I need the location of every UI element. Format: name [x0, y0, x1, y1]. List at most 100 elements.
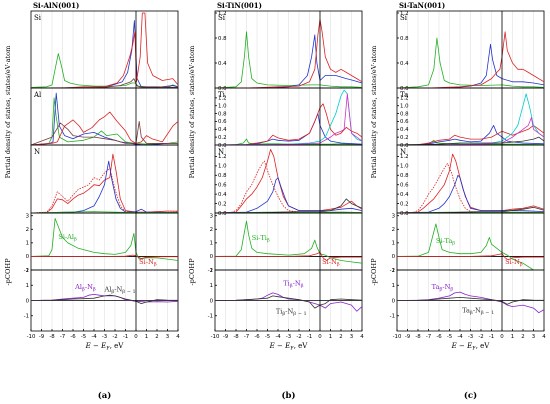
x-tick-label: -2 — [296, 334, 301, 340]
chart-c: Si-TaN(001)0.00.40.81.2Si0.00.20.40.60.8… — [370, 1, 546, 401]
annotation-text: Si-N — [505, 258, 520, 266]
annotation-sub: β — [337, 261, 340, 267]
chart-b: Si-TiN(001)0.00.40.81.2Si0.00.20.40.60.8… — [188, 1, 364, 401]
dos-series-line — [396, 163, 545, 214]
cohp-y-axis-label: -pCOHP — [188, 258, 196, 286]
cohp-series-line — [214, 220, 363, 264]
annotation-sub: β — [520, 261, 523, 267]
x-tick-label: 1 — [145, 334, 148, 340]
cohp-series-line — [396, 297, 545, 305]
x-tick-label: -10 — [211, 334, 220, 340]
y-tick-label: -1 — [390, 314, 395, 320]
x-tick-label: -7 — [426, 334, 431, 340]
annotation-sub: β — [74, 236, 77, 242]
y-tick-label: 0.0 — [218, 143, 227, 149]
x-tick-label: 1 — [511, 334, 514, 340]
y-tick-label: 0.4 — [400, 192, 409, 198]
y-tick-label: 0.4 — [400, 127, 409, 133]
y-tick-label: 1.0 — [218, 164, 227, 170]
x-label-main: E − E — [451, 342, 473, 350]
x-tick-label: -3 — [102, 334, 107, 340]
x-axis-label: E − EF, eV — [269, 342, 309, 352]
element-label: Si — [34, 14, 42, 22]
element-label: Al — [33, 91, 42, 99]
bond-annotation: Tiβ-Nβ − 1 — [276, 307, 307, 317]
annotation-tail: -N — [442, 283, 450, 291]
y-tick-label: 0.6 — [400, 183, 409, 189]
y-tick-label: 0.6 — [218, 119, 227, 125]
x-axis-label: E − EF, eV — [451, 342, 491, 352]
y-tick-label: -1 — [208, 314, 213, 320]
x-tick-label: 0 — [500, 334, 504, 340]
x-tick-label: -9 — [405, 334, 411, 340]
bond-annotation: Si-Tiβ — [252, 234, 270, 244]
element-label: Si — [400, 14, 408, 22]
y-tick-label: -1 — [24, 268, 29, 274]
dos-series-line — [30, 153, 178, 214]
x-tick-label: 4 — [542, 334, 546, 340]
annotation-tail: -N — [114, 285, 122, 293]
y-tick-label: 1 — [392, 283, 395, 289]
y-tick-label: 1 — [210, 241, 213, 247]
dos-subplot-si: 0.0 0.4 0.8 1.2Si — [396, 10, 545, 92]
x-tick-label: -1 — [123, 334, 128, 340]
x-tick-label: 1 — [329, 334, 332, 340]
annotation-text: Ta — [462, 307, 470, 315]
y-tick-label: 2 — [210, 268, 213, 274]
dos-series-line — [214, 138, 363, 146]
x-tick-label: -6 — [254, 334, 260, 340]
y-tick-label: 0 — [392, 298, 396, 304]
y-tick-label: 0.0 — [400, 143, 409, 149]
dos-subplot-n: N — [30, 144, 179, 214]
annotation-tail-sub: β − 1 — [293, 311, 306, 317]
annotation-tail-sub: β — [450, 287, 453, 293]
y-tick-label: 0.8 — [400, 36, 409, 42]
x-tick-label: -7 — [244, 334, 249, 340]
y-tick-label: 0.2 — [400, 135, 409, 141]
bond-annotation: Taβ-Nβ — [432, 283, 454, 293]
bond-annotation: Si-Nβ — [505, 258, 523, 268]
x-tick-label: -10 — [27, 334, 36, 340]
x-tick-label: 2 — [521, 334, 524, 340]
x-tick-label: 3 — [532, 334, 535, 340]
y-tick-label: 0.8 — [218, 111, 227, 117]
annotation-tail-sub: β − 1 — [481, 310, 494, 316]
y-tick-label: 1 — [26, 241, 29, 247]
annotation-sub: β — [452, 240, 455, 246]
x-label-sub: F — [290, 346, 294, 352]
x-tick-label: -3 — [468, 334, 473, 340]
y-tick-label: 0.0 — [218, 86, 227, 92]
x-tick-label: -5 — [81, 334, 86, 340]
annotation-sub: β — [439, 287, 442, 293]
cohp-series-line — [397, 253, 544, 261]
x-tick-label: 3 — [350, 334, 353, 340]
dos-series-line — [396, 153, 545, 214]
y-tick-label: 0 — [392, 254, 396, 260]
y-tick-label: 0.6 — [218, 183, 227, 189]
x-tick-label: -6 — [436, 334, 442, 340]
dos-y-axis-label: Partial density of states, states/eV·ato… — [4, 45, 12, 178]
dos-series-line — [214, 93, 363, 146]
x-tick-label: -4 — [457, 334, 463, 340]
y-tick-label: 1 — [392, 241, 395, 247]
x-tick-label: -10 — [393, 334, 402, 340]
dos-series-line — [30, 78, 179, 89]
y-tick-label: 0.4 — [218, 61, 227, 67]
element-label: Si — [218, 14, 226, 22]
cohp-series-line — [30, 218, 179, 261]
cohp-series-line — [30, 294, 179, 304]
dos-y-axis-label: Partial density of states, states/eV·ato… — [370, 45, 378, 178]
y-tick-label: 0.8 — [400, 111, 409, 117]
y-tick-label: 2 — [210, 227, 213, 233]
x-tick-label: -4 — [275, 334, 281, 340]
x-axis-label: E − EF, eV — [85, 342, 125, 352]
x-label-unit: , eV — [476, 342, 491, 350]
annotation-text: Si-Al — [58, 233, 74, 241]
y-tick-label: 1 — [26, 283, 29, 289]
annotation-text: Si-Ti — [252, 234, 267, 242]
cohp-series-line — [31, 254, 178, 259]
y-tick-label: 0.6 — [400, 119, 409, 125]
